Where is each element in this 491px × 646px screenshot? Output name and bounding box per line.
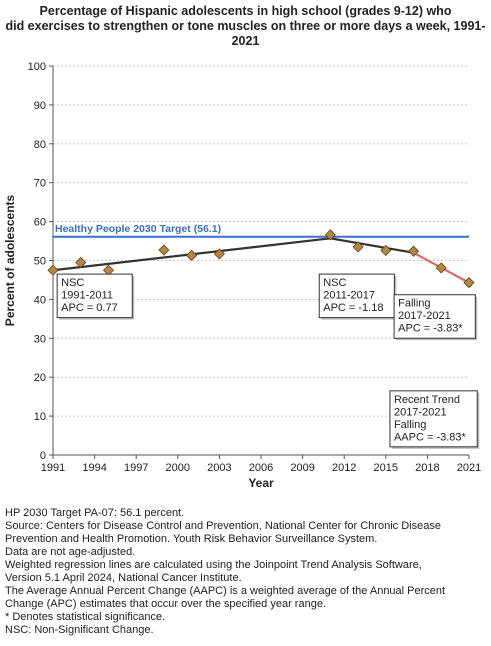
annotation-text: 2017-2021 (398, 310, 451, 322)
y-tick-label: 70 (34, 178, 46, 190)
footnote-line: NSC: Non-Significant Change. (5, 624, 154, 636)
title-line-3: 2021 (231, 34, 260, 48)
data-point (158, 244, 170, 256)
annotation-text: Falling (398, 298, 430, 310)
annotation-text: APC = 0.77 (61, 302, 118, 314)
annotation-text: APC = -3.83* (398, 323, 463, 335)
data-point (407, 245, 420, 257)
footnote-line: Weighted regression lines are calculated… (5, 559, 422, 571)
y-tick-label: 60 (34, 217, 46, 229)
line-chart: 0 10 20 30 40 50 60 70 80 90 100 1991 1994 1997 2000 20… (3, 61, 481, 490)
annotation-text: AAPC = -3.83* (394, 431, 467, 443)
annotation-text: NSC (323, 277, 346, 289)
y-axis-label: Percent of adolescents (3, 194, 17, 326)
x-axis-label: Year (248, 476, 274, 490)
annotation-box (393, 294, 476, 339)
x-tick-label: 2021 (457, 462, 481, 474)
data-point (463, 277, 475, 289)
x-tick-label: 2015 (374, 462, 398, 474)
y-tick-label: 40 (34, 294, 46, 306)
data-point (75, 256, 87, 269)
annotation-text: NSC (61, 277, 84, 289)
y-tick-label: 50 (34, 256, 46, 268)
footnote-line: Version 5.1 April 2024, National Cancer … (5, 572, 242, 584)
footnote-line: Source: Centers for Disease Control and … (5, 520, 441, 532)
annotation-text: Falling (394, 419, 426, 431)
x-tick-label: 2012 (332, 462, 356, 474)
data-point (213, 248, 225, 260)
x-tick-label: 1994 (82, 462, 106, 474)
footnote-line: The Average Annual Percent Change (AAPC)… (5, 585, 446, 597)
footnote-line: HP 2030 Target PA-07: 56.1 percent. (5, 507, 185, 519)
annotation-text: Recent Trend (394, 394, 460, 406)
x-tick-label: 1997 (124, 462, 148, 474)
y-tick-label: 100 (28, 61, 46, 73)
footnote-line: Change (APC) estimates that occur over t… (5, 598, 326, 610)
x-tick-label: 2009 (290, 462, 314, 474)
footnote-line: Data are not age-adjusted. (5, 546, 136, 558)
annotation-text: 2011-2017 (323, 290, 375, 302)
annotation-text: 1991-2011 (61, 290, 113, 302)
annotation-text: 2017-2021 (394, 406, 447, 418)
annotation-box (56, 273, 133, 319)
data-point (435, 262, 447, 274)
target-label: Healthy People 2030 Target (56.1) (55, 223, 221, 235)
y-tick-label: 80 (34, 139, 46, 151)
x-tick-label: 2003 (207, 462, 231, 474)
data-point (352, 241, 364, 253)
annotation-box (389, 390, 478, 448)
title-line-1: Percentage of Hispanic adolescents in hi… (39, 4, 452, 18)
annotation-text: APC = -1.18 (323, 302, 383, 314)
chart-footnotes: HP 2030 Target PA-07: 56.1 percent. Sour… (5, 507, 489, 637)
y-tick-label: 90 (34, 100, 46, 112)
data-point (47, 264, 59, 276)
annotation-box (318, 273, 395, 319)
y-tick-label: 0 (40, 450, 46, 462)
y-tick-label: 10 (34, 411, 46, 423)
x-tick-label: 1991 (41, 462, 65, 474)
x-tick-label: 2006 (249, 462, 273, 474)
trend-segment (330, 237, 414, 254)
x-tick-label: 2018 (415, 462, 439, 474)
data-point (380, 244, 392, 256)
footnote-line: Prevention and Health Promotion. Youth R… (5, 533, 378, 545)
title-line-2: did exercises to strengthen or tone musc… (5, 19, 486, 33)
data-point (186, 249, 198, 262)
data-point (324, 229, 336, 241)
x-tick-label: 2000 (166, 462, 190, 474)
y-tick-label: 20 (34, 372, 46, 384)
chart-title: Percentage of Hispanic adolescents in hi… (0, 4, 491, 49)
y-tick-label: 30 (34, 333, 46, 345)
footnote-line: * Denotes statistical significance. (5, 611, 166, 623)
